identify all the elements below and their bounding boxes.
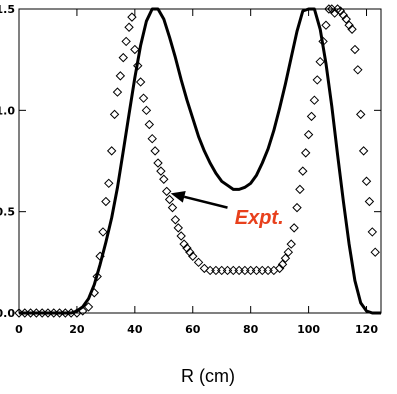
diamond-point <box>108 147 116 155</box>
diamond-point <box>168 204 176 212</box>
diamond-point <box>157 167 165 175</box>
diamond-point <box>316 58 324 66</box>
diamond-point <box>368 228 376 236</box>
diamond-point <box>102 198 110 206</box>
diamond-point <box>113 88 121 96</box>
x-tick-label: 40 <box>127 323 143 336</box>
diamond-point <box>357 110 365 118</box>
diamond-point <box>293 204 301 212</box>
x-tick-labels: 0 20 40 60 80 100 120 <box>15 323 378 336</box>
diamond-point <box>218 266 226 274</box>
y-tick-label: 1.0 <box>0 104 15 117</box>
diamond-point <box>365 198 373 206</box>
diamond-point <box>290 224 298 232</box>
diamond-point <box>224 266 232 274</box>
plot-frame <box>19 9 381 313</box>
diamond-point <box>131 46 139 54</box>
diamond-point <box>105 179 113 187</box>
diamond-point <box>151 147 159 155</box>
x-tick-label: 120 <box>355 323 378 336</box>
diamond-point <box>241 266 249 274</box>
diamond-point <box>148 135 156 143</box>
diamond-point <box>140 94 148 102</box>
diamond-point <box>163 187 171 195</box>
diamond-point <box>310 96 318 104</box>
diamond-point <box>351 46 359 54</box>
y-tick-labels: 0.0 0.5 1.0 1.5 <box>0 3 15 320</box>
diamond-point <box>302 149 310 157</box>
diamond-point <box>195 258 203 266</box>
solid-line-series <box>19 9 381 313</box>
diamond-point <box>313 76 321 84</box>
arrow-head-icon <box>171 191 186 203</box>
diamond-point <box>174 224 182 232</box>
x-tick-label: 60 <box>185 323 201 336</box>
diamond-point <box>116 72 124 80</box>
x-tick-label: 0 <box>15 323 23 336</box>
diamond-point <box>119 54 127 62</box>
diamond-point <box>122 37 130 45</box>
arrow-shaft <box>184 197 227 208</box>
diamond-point <box>171 216 179 224</box>
diamond-point <box>160 175 168 183</box>
diamond-point <box>363 177 371 185</box>
tick-marks <box>19 9 381 313</box>
y-tick-label: 0.5 <box>0 206 15 219</box>
x-tick-label: 20 <box>69 323 85 336</box>
diamond-point <box>235 266 243 274</box>
diamond-point <box>137 78 145 86</box>
y-tick-label: 0.0 <box>0 307 15 320</box>
diamond-point <box>247 266 255 274</box>
annotation-arrow <box>171 191 228 208</box>
diamond-point <box>299 167 307 175</box>
diamond-point <box>307 112 315 120</box>
diamond-point <box>296 185 304 193</box>
diamond-point <box>287 240 295 248</box>
x-axis-title: R (cm) <box>181 366 235 386</box>
diamond-point <box>142 106 150 114</box>
diamond-point <box>258 266 266 274</box>
diamond-point <box>360 147 368 155</box>
diamond-point <box>264 266 272 274</box>
diamond-point <box>252 266 260 274</box>
diamond-point <box>229 266 237 274</box>
diamond-point <box>371 248 379 256</box>
diamond-point <box>354 66 362 74</box>
diamond-point <box>177 232 185 240</box>
diamond-point <box>212 266 220 274</box>
y-tick-label: 1.5 <box>0 3 15 16</box>
diamond-point <box>145 121 153 129</box>
diamond-point <box>111 110 119 118</box>
diamond-point <box>166 196 174 204</box>
diamond-point <box>125 23 133 31</box>
annotation-label: Expt. <box>235 207 284 229</box>
x-tick-label: 80 <box>243 323 259 336</box>
x-tick-label: 100 <box>297 323 320 336</box>
diamond-point <box>305 131 313 139</box>
diamond-point <box>154 159 162 167</box>
diamond-point <box>322 21 330 29</box>
diamond-point <box>99 228 107 236</box>
